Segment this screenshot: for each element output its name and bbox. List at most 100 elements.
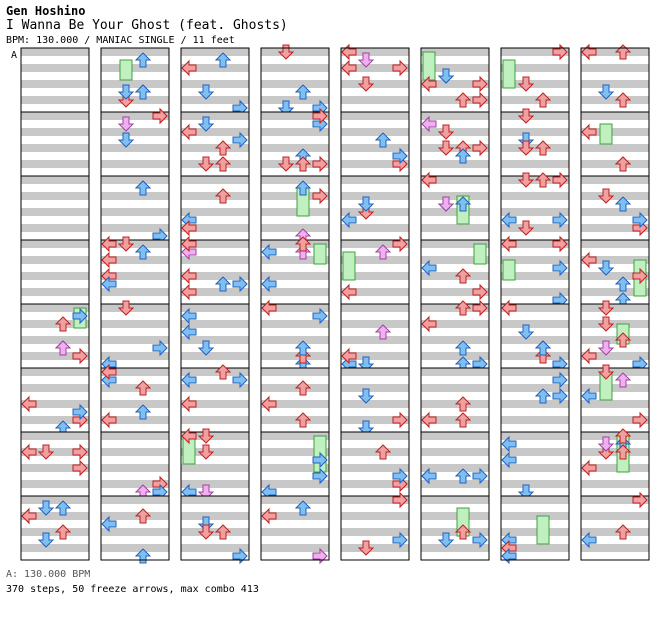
stripe: [21, 264, 89, 272]
measure: [501, 235, 569, 309]
measure: [581, 175, 649, 240]
step-arrow: [214, 52, 232, 68]
step-arrow: [597, 300, 615, 316]
freeze-arrow: [313, 243, 327, 265]
measure: [21, 239, 89, 304]
stripe: [181, 96, 249, 104]
stripe: [21, 328, 89, 336]
stripe: [501, 80, 569, 88]
freeze-arrow: [502, 59, 516, 89]
step-arrow: [597, 364, 615, 380]
step-arrow: [214, 524, 232, 540]
stripe: [581, 280, 649, 288]
step-arrow: [517, 108, 535, 124]
stripe: [581, 488, 649, 496]
stripe: [21, 200, 89, 208]
stripe: [421, 288, 489, 296]
stripe: [261, 104, 329, 112]
stripe: [421, 120, 489, 128]
stripe: [261, 280, 329, 288]
step-arrow: [597, 84, 615, 100]
step-arrow: [552, 171, 568, 189]
stripe: [101, 464, 169, 472]
stripe: [261, 400, 329, 408]
step-arrow: [54, 524, 72, 540]
step-arrow: [357, 52, 375, 68]
stripe: [21, 104, 89, 112]
stripe: [341, 552, 409, 560]
stripe: [261, 200, 329, 208]
step-arrow: [517, 220, 535, 236]
measure: [581, 491, 649, 560]
chart-column: [420, 47, 490, 561]
step-arrow: [117, 116, 135, 132]
stripe: [101, 368, 169, 376]
step-arrow: [501, 451, 517, 469]
stripe: [261, 48, 329, 56]
step-arrow: [632, 491, 648, 509]
stripe: [581, 64, 649, 72]
step-arrow: [181, 323, 197, 341]
stripe: [101, 328, 169, 336]
stripe: [101, 352, 169, 360]
stripe: [261, 464, 329, 472]
step-arrow: [21, 507, 37, 525]
stripe: [581, 248, 649, 256]
stripe: [421, 504, 489, 512]
stripe: [101, 400, 169, 408]
stripe: [581, 128, 649, 136]
stripe: [261, 536, 329, 544]
step-arrow: [134, 548, 152, 564]
measure: [261, 44, 329, 117]
stripe: [181, 184, 249, 192]
step-summary: 370 steps, 50 freeze arrows, max combo 4…: [6, 584, 259, 595]
stripe: [421, 384, 489, 392]
stripe: [501, 128, 569, 136]
step-arrow: [181, 59, 197, 77]
stripe: [181, 56, 249, 64]
measure: [21, 111, 89, 176]
stripe: [21, 272, 89, 280]
chart-column: [580, 43, 650, 561]
step-arrow: [357, 540, 375, 556]
step-arrow: [134, 52, 152, 68]
measure: [421, 495, 489, 560]
stripe: [581, 312, 649, 320]
measure: [101, 47, 169, 112]
stripe: [21, 448, 89, 456]
stripe: [421, 256, 489, 264]
step-arrow: [552, 235, 568, 253]
stripe: [421, 192, 489, 200]
stripe: [181, 232, 249, 240]
stripe: [581, 544, 649, 552]
stripe: [341, 328, 409, 336]
stripe: [181, 160, 249, 168]
stripe: [581, 496, 649, 504]
step-arrow: [581, 531, 597, 549]
step-arrow: [392, 467, 408, 485]
measure: [181, 364, 249, 432]
artist-name: Gen Hoshino: [6, 4, 86, 18]
step-arrow: [392, 491, 408, 509]
step-arrow: [117, 300, 135, 316]
stripe: [101, 224, 169, 232]
stripe: [581, 152, 649, 160]
stripe: [21, 304, 89, 312]
stripe: [421, 464, 489, 472]
stripe: [101, 128, 169, 136]
stripe: [21, 80, 89, 88]
stripe: [21, 456, 89, 464]
stripe: [21, 176, 89, 184]
step-arrow: [374, 244, 392, 260]
stripe: [421, 280, 489, 288]
measure: [181, 175, 249, 240]
stripe: [21, 56, 89, 64]
step-arrow: [581, 251, 597, 269]
stripe: [181, 520, 249, 528]
stripe: [261, 56, 329, 64]
stripe: [341, 288, 409, 296]
step-arrow: [632, 411, 648, 429]
stripe: [421, 336, 489, 344]
stripe: [501, 200, 569, 208]
stripe: [421, 424, 489, 432]
